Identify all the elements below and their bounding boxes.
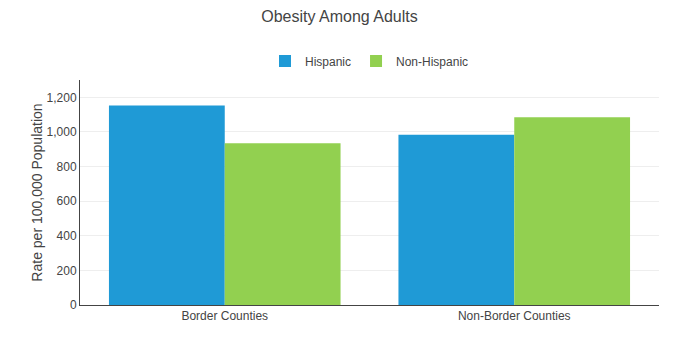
svg-text:Rate per 100,000 Population: Rate per 100,000 Population [29, 103, 45, 281]
svg-text:0: 0 [70, 298, 77, 312]
svg-text:1,000: 1,000 [47, 125, 77, 139]
svg-text:Border Counties: Border Counties [181, 309, 268, 323]
svg-text:800: 800 [57, 160, 77, 174]
svg-text:Obesity Among Adults: Obesity Among Adults [261, 8, 418, 25]
svg-text:Non-Border Counties: Non-Border Counties [458, 309, 571, 323]
svg-text:400: 400 [57, 229, 77, 243]
svg-text:600: 600 [57, 194, 77, 208]
svg-text:200: 200 [57, 264, 77, 278]
svg-text:Hispanic: Hispanic [305, 55, 351, 69]
svg-text:1,200: 1,200 [47, 91, 77, 105]
svg-text:Non-Hispanic: Non-Hispanic [396, 55, 468, 69]
